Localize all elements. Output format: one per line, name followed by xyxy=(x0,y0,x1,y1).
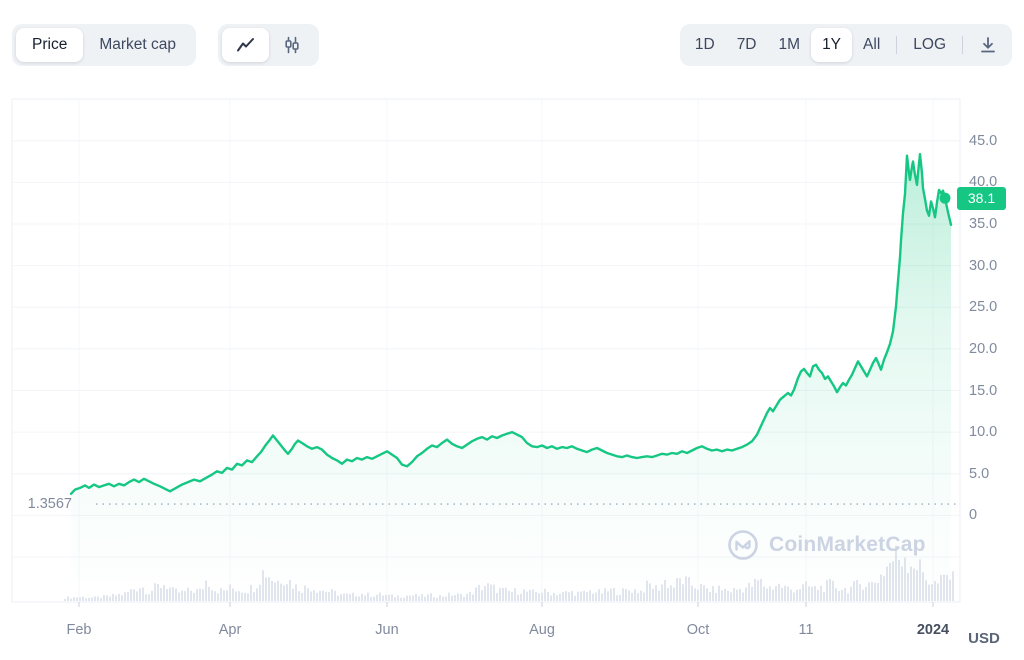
line-chart-button[interactable] xyxy=(222,28,269,62)
y-axis-label: 30.0 xyxy=(969,257,998,274)
latest-price-marker xyxy=(939,192,951,204)
range-all-button[interactable]: All xyxy=(852,28,891,62)
range-7d-button[interactable]: 7D xyxy=(726,28,768,62)
metric-toggle: Price Market cap xyxy=(12,24,196,66)
range-1m-button[interactable]: 1M xyxy=(768,28,812,62)
min-price-label: 1.3567 xyxy=(27,496,72,513)
divider xyxy=(962,36,963,54)
y-axis-label: 40.0 xyxy=(969,174,998,191)
y-axis-label: 35.0 xyxy=(969,215,998,232)
coinmarketcap-logo-icon xyxy=(726,528,760,562)
log-scale-button[interactable]: LOG xyxy=(902,28,957,62)
range-1d-button[interactable]: 1D xyxy=(684,28,726,62)
y-axis-label: 5.0 xyxy=(969,465,990,482)
current-price-badge: 38.1 xyxy=(957,186,1006,210)
currency-label: USD xyxy=(968,630,1000,647)
download-button[interactable] xyxy=(968,28,1008,62)
x-axis-label: 2024 xyxy=(916,622,950,638)
y-axis-label: 0 xyxy=(969,507,978,524)
price-line xyxy=(69,152,953,495)
range-selector: 1D 7D 1M 1Y All LOG xyxy=(679,24,1012,66)
y-axis-label: 15.0 xyxy=(969,382,998,399)
range-1y-button[interactable]: 1Y xyxy=(811,28,853,62)
line-chart-icon xyxy=(236,37,255,53)
candlestick-icon xyxy=(283,36,301,54)
watermark-text: CoinMarketCap xyxy=(769,533,926,556)
plot-border xyxy=(11,98,961,603)
price-area xyxy=(71,154,951,601)
tab-price[interactable]: Price xyxy=(16,28,84,62)
x-axis-label: 11 xyxy=(798,622,814,638)
tab-market-cap[interactable]: Market cap xyxy=(83,28,192,62)
x-axis-label: Aug xyxy=(529,622,555,638)
x-axis-label: Oct xyxy=(686,622,710,638)
y-axis-label: 10.0 xyxy=(969,424,998,441)
chart-type-toggle xyxy=(218,24,319,66)
watermark: CoinMarketCap xyxy=(726,528,926,562)
y-axis-label: 25.0 xyxy=(969,299,998,316)
x-axis-label: Jun xyxy=(375,622,399,638)
x-axis-label: Apr xyxy=(218,622,242,638)
y-axis-label: 45.0 xyxy=(969,132,998,149)
download-icon xyxy=(978,35,998,55)
x-axis-label: Feb xyxy=(66,622,92,638)
divider xyxy=(896,36,898,54)
y-axis-label: 20.0 xyxy=(969,340,998,357)
candlestick-chart-button[interactable] xyxy=(269,28,315,62)
